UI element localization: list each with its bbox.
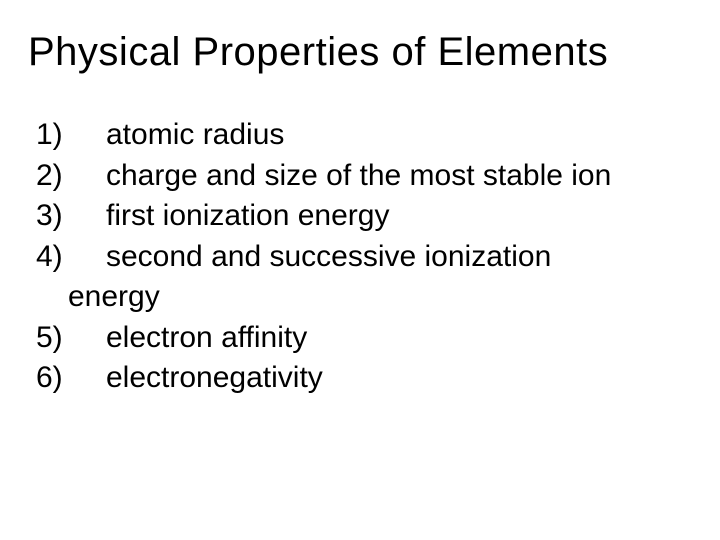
list-item: 2) charge and size of the most stable io… bbox=[36, 156, 692, 197]
item-text: charge and size of the most stable ion bbox=[106, 156, 611, 197]
list-item: 5) electron affinity bbox=[36, 318, 692, 359]
properties-list: 1) atomic radius 2) charge and size of t… bbox=[28, 115, 692, 399]
item-number: 5) bbox=[36, 318, 78, 359]
list-item: 1) atomic radius bbox=[36, 115, 692, 156]
item-text: electron affinity bbox=[106, 318, 307, 359]
item-number: 2) bbox=[36, 156, 78, 197]
item-text: electronegativity bbox=[106, 358, 323, 399]
item-continuation: energy bbox=[36, 277, 692, 318]
item-number: 1) bbox=[36, 115, 78, 156]
item-text: second and successive ionization bbox=[106, 237, 551, 278]
list-item: 3) first ionization energy bbox=[36, 196, 692, 237]
item-number: 3) bbox=[36, 196, 78, 237]
item-text: first ionization energy bbox=[106, 196, 389, 237]
item-number: 4) bbox=[36, 237, 78, 278]
item-number: 6) bbox=[36, 358, 78, 399]
list-item: 6) electronegativity bbox=[36, 358, 692, 399]
list-item: 4) second and successive ionization bbox=[36, 237, 692, 278]
page-title: Physical Properties of Elements bbox=[28, 30, 692, 75]
item-text: atomic radius bbox=[106, 115, 284, 156]
